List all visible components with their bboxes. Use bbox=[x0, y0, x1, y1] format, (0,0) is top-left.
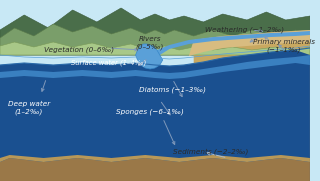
Polygon shape bbox=[0, 55, 310, 79]
Polygon shape bbox=[0, 158, 310, 181]
Text: Primary minerals
(−1–1‰): Primary minerals (−1–1‰) bbox=[253, 39, 315, 53]
Text: Sediments (−2–2‰): Sediments (−2–2‰) bbox=[173, 149, 249, 155]
Polygon shape bbox=[136, 44, 163, 69]
Text: Vegetation (0–6‰): Vegetation (0–6‰) bbox=[44, 47, 115, 53]
Polygon shape bbox=[0, 50, 310, 181]
Polygon shape bbox=[0, 8, 310, 55]
Polygon shape bbox=[0, 0, 310, 55]
Text: Surface water (1–4‰): Surface water (1–4‰) bbox=[71, 60, 146, 66]
Polygon shape bbox=[0, 155, 310, 162]
Polygon shape bbox=[189, 30, 310, 56]
Text: Deep water
(1–2‰): Deep water (1–2‰) bbox=[8, 101, 50, 115]
Text: Diatoms (−1–3‰): Diatoms (−1–3‰) bbox=[139, 87, 206, 93]
Polygon shape bbox=[0, 42, 310, 55]
Text: Weathering (−1–2‰): Weathering (−1–2‰) bbox=[204, 27, 284, 33]
Polygon shape bbox=[157, 31, 310, 55]
Text: Rivers
(0–5‰): Rivers (0–5‰) bbox=[136, 36, 164, 50]
Polygon shape bbox=[194, 30, 310, 181]
Text: Sponges (−6–1‰): Sponges (−6–1‰) bbox=[116, 109, 184, 115]
Polygon shape bbox=[0, 24, 310, 55]
